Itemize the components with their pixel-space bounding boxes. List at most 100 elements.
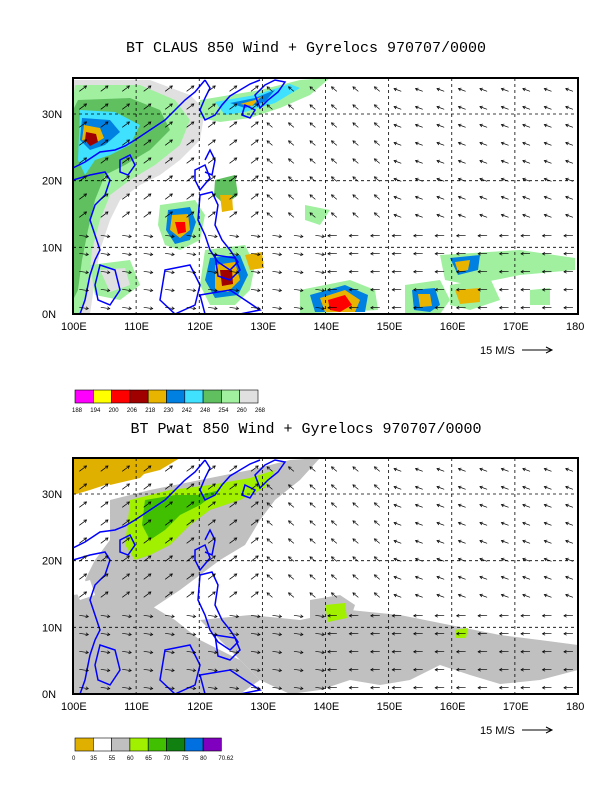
wind-arrow-icon [374, 466, 381, 472]
colorbar-label: 268 [255, 408, 266, 414]
wind-arrow-icon [315, 668, 325, 672]
wind-arrow-icon [266, 466, 273, 472]
wind-arrow-icon [229, 668, 239, 672]
wind-arrow-icon [544, 124, 552, 128]
wind-arrow-icon [565, 486, 574, 490]
wind-arrow-icon [100, 252, 110, 256]
wind-arrow-icon [331, 538, 338, 544]
wind-arrow-icon [250, 139, 259, 146]
wind-arrow-icon [374, 158, 381, 164]
wind-arrow-icon [143, 686, 153, 690]
wind-arrow-icon [309, 194, 316, 200]
wind-arrow-icon [565, 178, 574, 182]
wind-arrow-icon [122, 668, 132, 672]
wind-arrow-icon [143, 632, 153, 636]
wind-arrow-icon [186, 668, 196, 672]
wind-arrow-icon [352, 592, 359, 598]
coastline-segment [214, 634, 241, 661]
wind-arrow-icon [288, 158, 295, 164]
wind-arrow-icon [250, 555, 259, 562]
reference-vector: 15 M/S [480, 725, 554, 737]
wind-arrow-icon [229, 650, 239, 654]
wind-arrow-icon [288, 574, 295, 580]
wind-arrow-icon [374, 104, 381, 110]
coastline-segment [159, 264, 201, 314]
top-map-panel: 100E 110E 120E 130E 140E 150E 160E 170E 180 0N 10N… [42, 77, 584, 414]
wind-arrow-icon [458, 124, 466, 128]
wind-arrow-icon [393, 504, 402, 508]
wind-arrow-icon [100, 614, 110, 618]
wind-arrow-icon [186, 288, 196, 292]
colorbar-swatch [202, 389, 222, 404]
wind-arrow-icon [501, 124, 509, 128]
wind-arrow-icon [164, 573, 173, 580]
wind-arrow-icon [79, 537, 87, 544]
wind-arrow-icon [374, 574, 381, 580]
x-tick-label: 130E [250, 321, 276, 333]
wind-arrow-icon [100, 501, 109, 508]
colorbar-label: 242 [182, 408, 193, 414]
wind-arrow-icon [229, 306, 239, 310]
wind-arrow-icon [415, 594, 423, 598]
wind-arrow-icon [544, 468, 552, 472]
colorbar-label: 80 [200, 756, 207, 762]
wind-arrow-icon [522, 468, 531, 472]
wind-arrow-icon [374, 140, 381, 146]
map-frame [72, 77, 579, 315]
wind-arrow-icon [266, 104, 273, 110]
wind-arrow-icon [207, 483, 216, 490]
wind-arrow-icon [186, 555, 195, 562]
wind-arrow-icon [165, 668, 175, 672]
wind-arrow-icon [331, 466, 338, 472]
coastline-segment [254, 459, 287, 490]
wind-arrow-icon [501, 106, 509, 110]
wind-arrow-icon [393, 558, 402, 562]
wind-arrow-icon [415, 106, 423, 110]
wind-arrow-icon [501, 142, 509, 146]
wind-arrow-icon [143, 483, 152, 490]
colorbar-label: 55 [109, 756, 116, 762]
wind-arrow-icon [415, 522, 423, 526]
wind-arrow-icon [186, 270, 196, 274]
wind-arrow-icon [79, 555, 87, 562]
wind-arrow-icon [293, 270, 303, 274]
wind-arrow-icon [266, 86, 273, 92]
wind-arrow-icon [501, 88, 509, 92]
wind-arrow-icon [315, 234, 325, 238]
wind-arrow-icon [458, 106, 466, 110]
wind-arrow-icon [501, 558, 509, 562]
wind-arrow-icon [352, 212, 359, 218]
wind-arrow-icon [250, 306, 261, 310]
wind-arrow-icon [331, 502, 338, 508]
wind-arrow-icon [250, 537, 259, 544]
wind-arrow-icon [352, 158, 359, 164]
wind-arrow-icon [479, 486, 488, 490]
wind-arrow-icon [122, 157, 130, 164]
wind-arrow-icon [143, 668, 153, 672]
wind-arrow-icon [229, 193, 237, 200]
wind-arrow-icon [122, 537, 130, 544]
wind-arrow-icon [143, 537, 152, 544]
colorbar-swatch [239, 389, 259, 404]
coastline-segment [241, 483, 257, 499]
wind-arrow-icon [352, 574, 359, 580]
wind-arrow-icon [250, 270, 261, 274]
wind-arrow-icon [208, 252, 218, 256]
wind-arrow-icon [393, 106, 402, 110]
wind-arrow-icon [293, 306, 303, 310]
wind-arrow-icon [122, 686, 132, 690]
wind-arrow-icon [393, 196, 402, 200]
colorbar-swatch [129, 737, 149, 752]
wind-arrow-icon [374, 538, 381, 544]
wind-arrow-icon [309, 502, 316, 508]
coastline-segment [204, 148, 216, 177]
wind-arrow-icon [122, 555, 130, 562]
wind-arrow-icon [143, 234, 153, 238]
wind-arrow-icon [315, 306, 325, 310]
wind-arrow-icon [309, 122, 316, 128]
colorbar: 0 35 55 60 65 70 75 80 70.62 [72, 737, 234, 762]
wind-arrow-icon [565, 106, 574, 110]
wind-arrow-icon [122, 465, 130, 472]
wind-arrow-icon [293, 686, 303, 690]
wind-arrow-icon [374, 556, 381, 562]
